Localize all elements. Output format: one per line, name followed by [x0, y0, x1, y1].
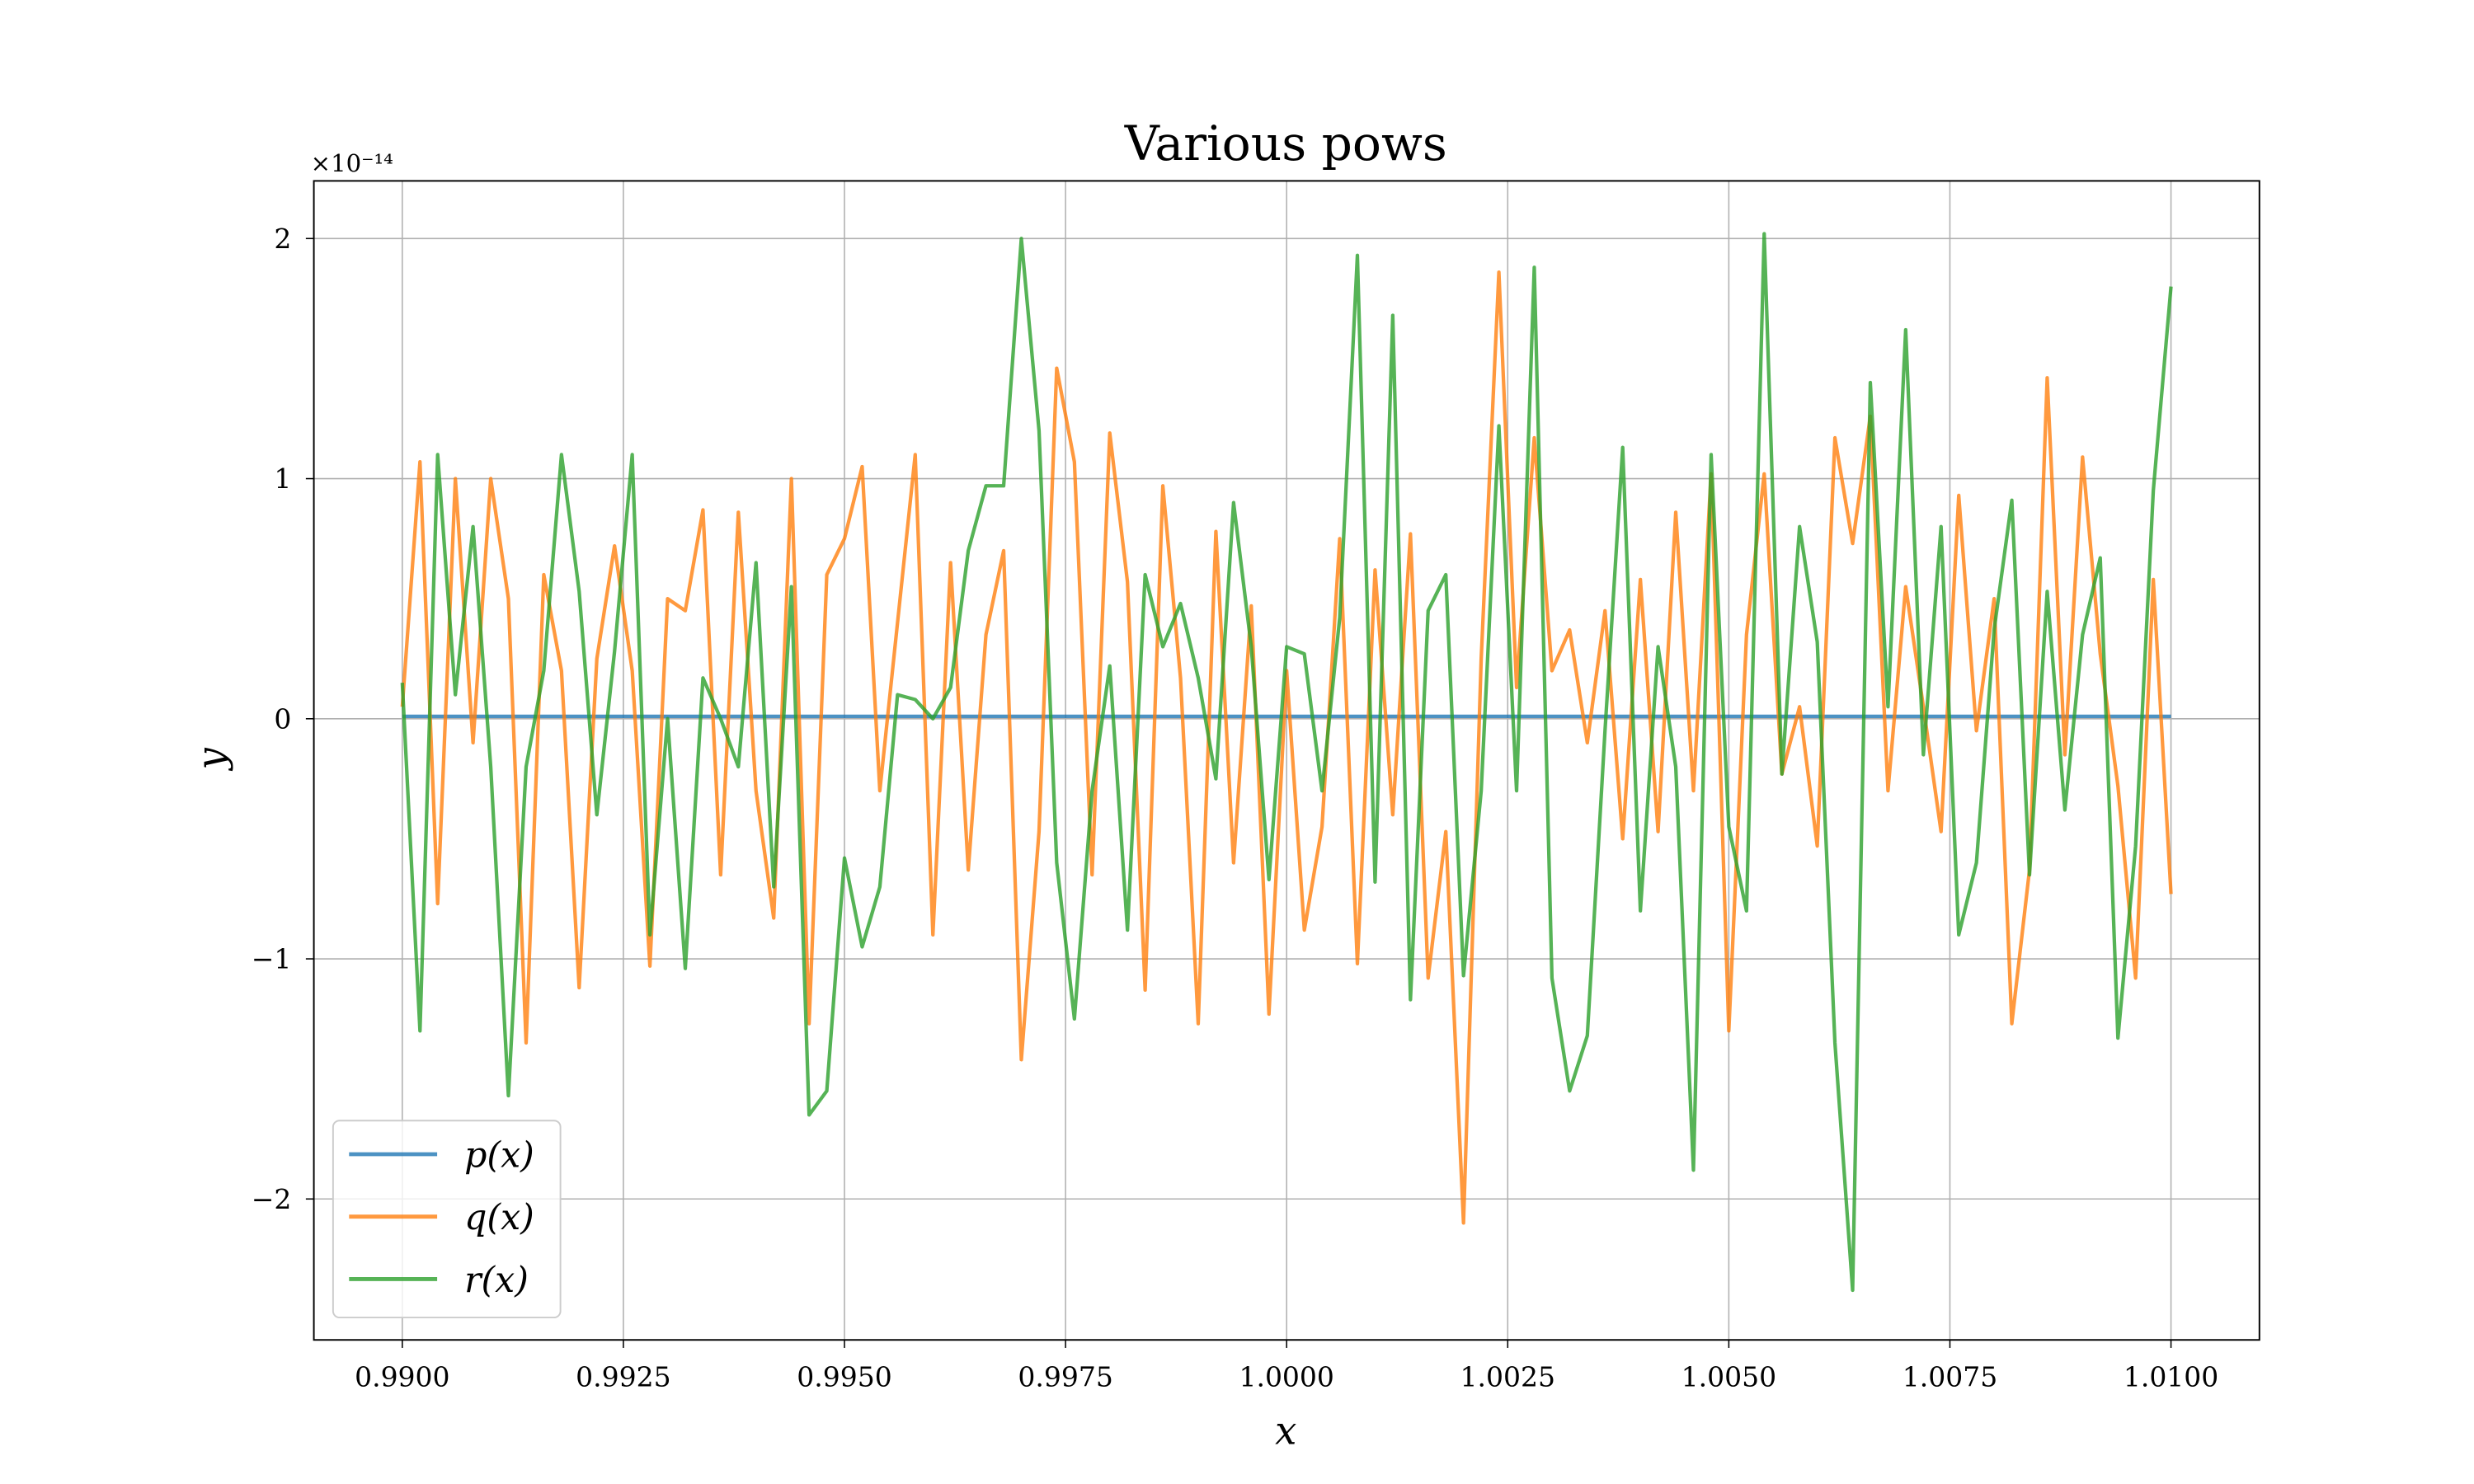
x-axis-label: x — [1275, 1408, 1296, 1453]
series-line — [400, 232, 2173, 1293]
series-line — [400, 270, 2173, 1225]
legend-label: p(x) — [464, 1135, 534, 1176]
x-tick-label: 1.0025 — [1460, 1361, 1555, 1393]
legend-label: q(x) — [464, 1197, 534, 1238]
chart-title: Various pows — [1124, 115, 1447, 171]
x-tick-label: 0.9975 — [1018, 1361, 1112, 1393]
x-tick-label: 0.9950 — [797, 1361, 891, 1393]
y-tick-label: −1 — [252, 943, 292, 975]
y-tick-label: −2 — [252, 1183, 292, 1215]
x-tick-label: 0.9900 — [355, 1361, 449, 1393]
x-tick-label: 1.0100 — [2124, 1361, 2218, 1393]
y-tick-label: 2 — [274, 223, 291, 255]
y-tick-label: 0 — [274, 702, 291, 735]
legend-label: r(x) — [464, 1260, 529, 1301]
legend-frame — [332, 1120, 562, 1319]
x-tick-label: 1.0050 — [1681, 1361, 1776, 1393]
y-tick-label: 1 — [274, 463, 291, 495]
y-axis-label: y — [189, 748, 233, 772]
y-offset-text: ×10⁻¹⁴ — [311, 149, 393, 177]
x-tick-label: 1.0000 — [1239, 1361, 1333, 1393]
x-tick-label: 1.0075 — [1903, 1361, 1997, 1393]
plot-frame — [313, 180, 2260, 1341]
x-tick-label: 0.9925 — [576, 1361, 670, 1393]
legend: p(x) q(x) r(x) — [332, 1120, 562, 1319]
